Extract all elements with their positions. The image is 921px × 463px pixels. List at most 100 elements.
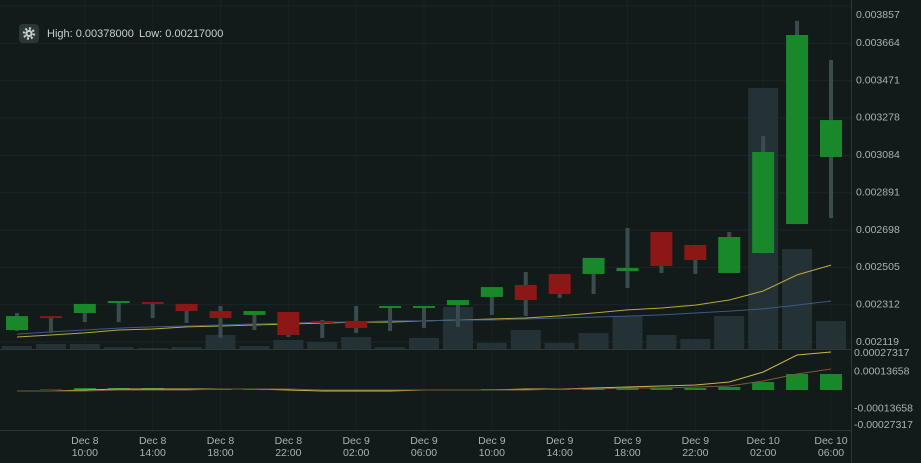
y-tick-label: 0.003857 xyxy=(856,9,900,21)
macd-tick-label: -0.00013658 xyxy=(854,402,913,414)
x-tick-date: Dec 8 xyxy=(71,435,99,447)
volume-bar xyxy=(476,343,507,349)
volume-bar xyxy=(69,344,100,349)
candle-body xyxy=(616,267,639,272)
x-tick-time: 18:00 xyxy=(614,447,640,459)
candle-body xyxy=(684,244,707,261)
candle-body xyxy=(480,287,503,297)
candle-body xyxy=(446,300,469,306)
macd-line xyxy=(17,368,832,392)
candle-body xyxy=(107,301,130,304)
x-tick-date: Dec 8 xyxy=(139,435,167,447)
volume-bar xyxy=(205,335,236,349)
candle-body xyxy=(6,316,28,331)
x-tick-date: Dec 9 xyxy=(614,435,642,447)
candle-body xyxy=(650,231,673,267)
x-tick-time: 22:00 xyxy=(275,447,301,459)
x-tick-time: 06:00 xyxy=(411,447,437,459)
gear-hole xyxy=(27,32,31,35)
volume-bar xyxy=(409,338,439,349)
y-tick-label: 0.002698 xyxy=(856,224,900,236)
candle-body xyxy=(379,306,402,309)
volume-bar xyxy=(510,330,541,349)
y-tick-label: 0.003084 xyxy=(856,149,900,161)
volume-bar xyxy=(646,335,677,349)
y-tick-label: 0.003664 xyxy=(856,37,900,49)
volume-bar xyxy=(375,347,406,349)
candle-body xyxy=(718,237,741,273)
volume-bar xyxy=(35,344,66,349)
volume-bar xyxy=(714,316,745,349)
volume-bar xyxy=(578,333,609,349)
volume-bar xyxy=(307,342,338,349)
macd-histogram-bar xyxy=(786,374,809,390)
macd-tick-label: 0.00013658 xyxy=(854,365,910,377)
volume-bar xyxy=(782,249,813,349)
candle-body xyxy=(73,303,96,314)
volume-bar xyxy=(103,347,134,349)
y-tick-label: 0.003471 xyxy=(856,74,900,86)
plot xyxy=(2,20,846,392)
candle-body xyxy=(243,311,266,315)
candle-body xyxy=(752,151,775,254)
candle-body xyxy=(311,320,334,323)
macd-histogram-bar xyxy=(752,381,775,390)
candle-body xyxy=(413,306,435,309)
candle-body xyxy=(582,257,605,274)
candle-body xyxy=(209,311,232,319)
x-tick-date: Dec 8 xyxy=(275,435,303,447)
x-tick-date: Dec 10 xyxy=(747,435,780,447)
macd-histogram-bar xyxy=(650,387,673,390)
volume-bar xyxy=(137,348,168,349)
x-tick-time: 14:00 xyxy=(140,447,166,459)
x-tick-time: 22:00 xyxy=(682,447,708,459)
x-tick-time: 02:00 xyxy=(750,447,776,459)
y-tick-label: 0.002119 xyxy=(856,336,899,348)
candle-body xyxy=(141,301,164,304)
candle-body xyxy=(345,320,368,329)
y-tick-label: 0.002505 xyxy=(856,261,900,273)
volume-bar xyxy=(816,321,846,349)
volume-bar xyxy=(612,316,643,349)
volume-bar xyxy=(171,347,202,349)
volume-bar xyxy=(2,346,32,349)
y-tick-label: 0.002891 xyxy=(856,187,900,199)
grid xyxy=(0,5,851,343)
candle-body xyxy=(548,273,571,295)
gear-teeth xyxy=(22,27,36,40)
macd-tick-label: -0.00027317 xyxy=(854,419,913,431)
volume-bar xyxy=(273,340,304,349)
x-tick-date: Dec 9 xyxy=(682,435,710,447)
candle-body xyxy=(786,34,809,225)
volume-bar xyxy=(239,346,270,349)
x-tick-date: Dec 8 xyxy=(207,435,235,447)
candle-body xyxy=(175,303,198,312)
x-tick-date: Dec 9 xyxy=(342,435,370,447)
x-tick-time: 06:00 xyxy=(818,447,844,459)
macd-histogram-bar xyxy=(73,387,96,390)
x-tick-time: 10:00 xyxy=(72,447,98,459)
macd-histogram-bar xyxy=(684,387,707,390)
candle-body xyxy=(820,120,842,157)
volume-bar xyxy=(680,339,711,349)
x-tick-date: Dec 9 xyxy=(546,435,574,447)
volume-bar xyxy=(341,337,372,349)
volume-bar xyxy=(544,343,575,349)
x-tick-time: 14:00 xyxy=(547,447,573,459)
macd-histogram-bar xyxy=(718,387,741,390)
y-tick-label: 0.002312 xyxy=(856,298,900,310)
x-tick-time: 02:00 xyxy=(343,447,369,459)
macd-histogram-bar xyxy=(820,374,842,390)
x-tick-date: Dec 10 xyxy=(814,435,847,447)
candle-body xyxy=(514,284,537,301)
candle-body xyxy=(39,316,62,319)
gear-icon xyxy=(22,27,36,40)
candle-body xyxy=(277,312,300,336)
low-label: Low: 0.00217000 xyxy=(139,28,223,40)
macd-histogram-bar xyxy=(39,389,62,390)
macd-tick-label: 0.00027317 xyxy=(854,347,910,359)
y-tick-label: 0.003278 xyxy=(856,112,900,124)
